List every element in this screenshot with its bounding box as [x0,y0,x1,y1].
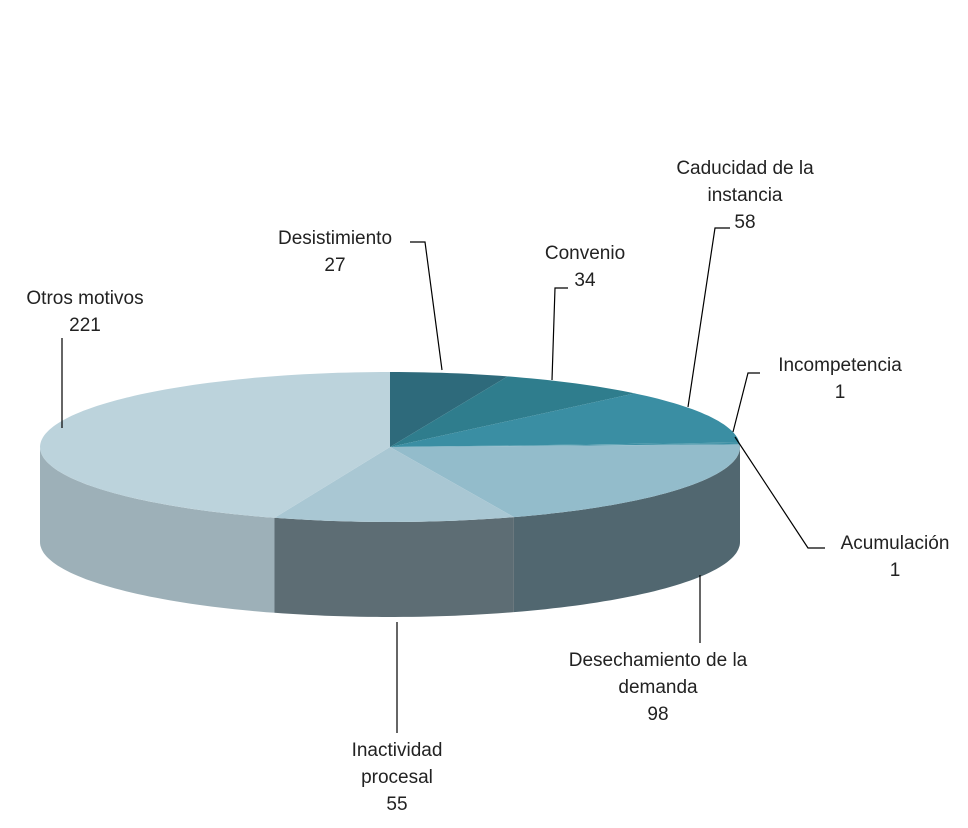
label-name: Caducidad de la instancia [676,158,814,206]
label-name: Incompetencia [778,355,902,376]
leader-line [734,436,825,549]
label-value: 1 [889,560,901,581]
data-label: Desistimiento 27 [278,225,392,279]
slice [390,376,635,447]
slice [274,447,514,522]
slice [390,442,740,447]
slice [390,443,740,447]
label-name: Inactividad procesal [351,740,443,788]
slice [390,372,508,447]
data-label: Desechamiento de la demanda 98 [563,647,753,728]
slice-side [40,447,275,613]
label-value: 34 [574,270,596,291]
leader-line [551,287,568,381]
leader-line [732,372,760,433]
data-label: Otros motivos 221 [26,285,143,339]
leader-line [687,227,730,408]
slice-side [274,517,514,617]
slice [390,393,740,447]
data-label: Inactividad procesal 55 [322,737,472,818]
label-name: Acumulación [840,533,950,554]
label-name: Convenio [544,243,626,264]
label-value: 27 [324,255,346,276]
slice [390,444,740,518]
label-value: 221 [69,315,101,336]
leader-line [410,241,443,371]
data-label: Convenio 34 [545,240,625,294]
label-value: 58 [734,212,756,233]
data-label: Caducidad de la instancia 58 [645,155,845,236]
label-name: Desechamiento de la demanda [568,650,748,698]
slice-side [513,447,740,613]
label-name: Desistimiento [277,228,393,249]
data-label: Incompetencia 1 [778,352,902,406]
label-value: 1 [834,382,846,403]
label-value: 98 [647,704,669,725]
label-name: Otros motivos [26,288,144,309]
slice [40,372,390,518]
data-label: Acumulación 1 [841,530,950,584]
label-value: 55 [386,794,408,815]
